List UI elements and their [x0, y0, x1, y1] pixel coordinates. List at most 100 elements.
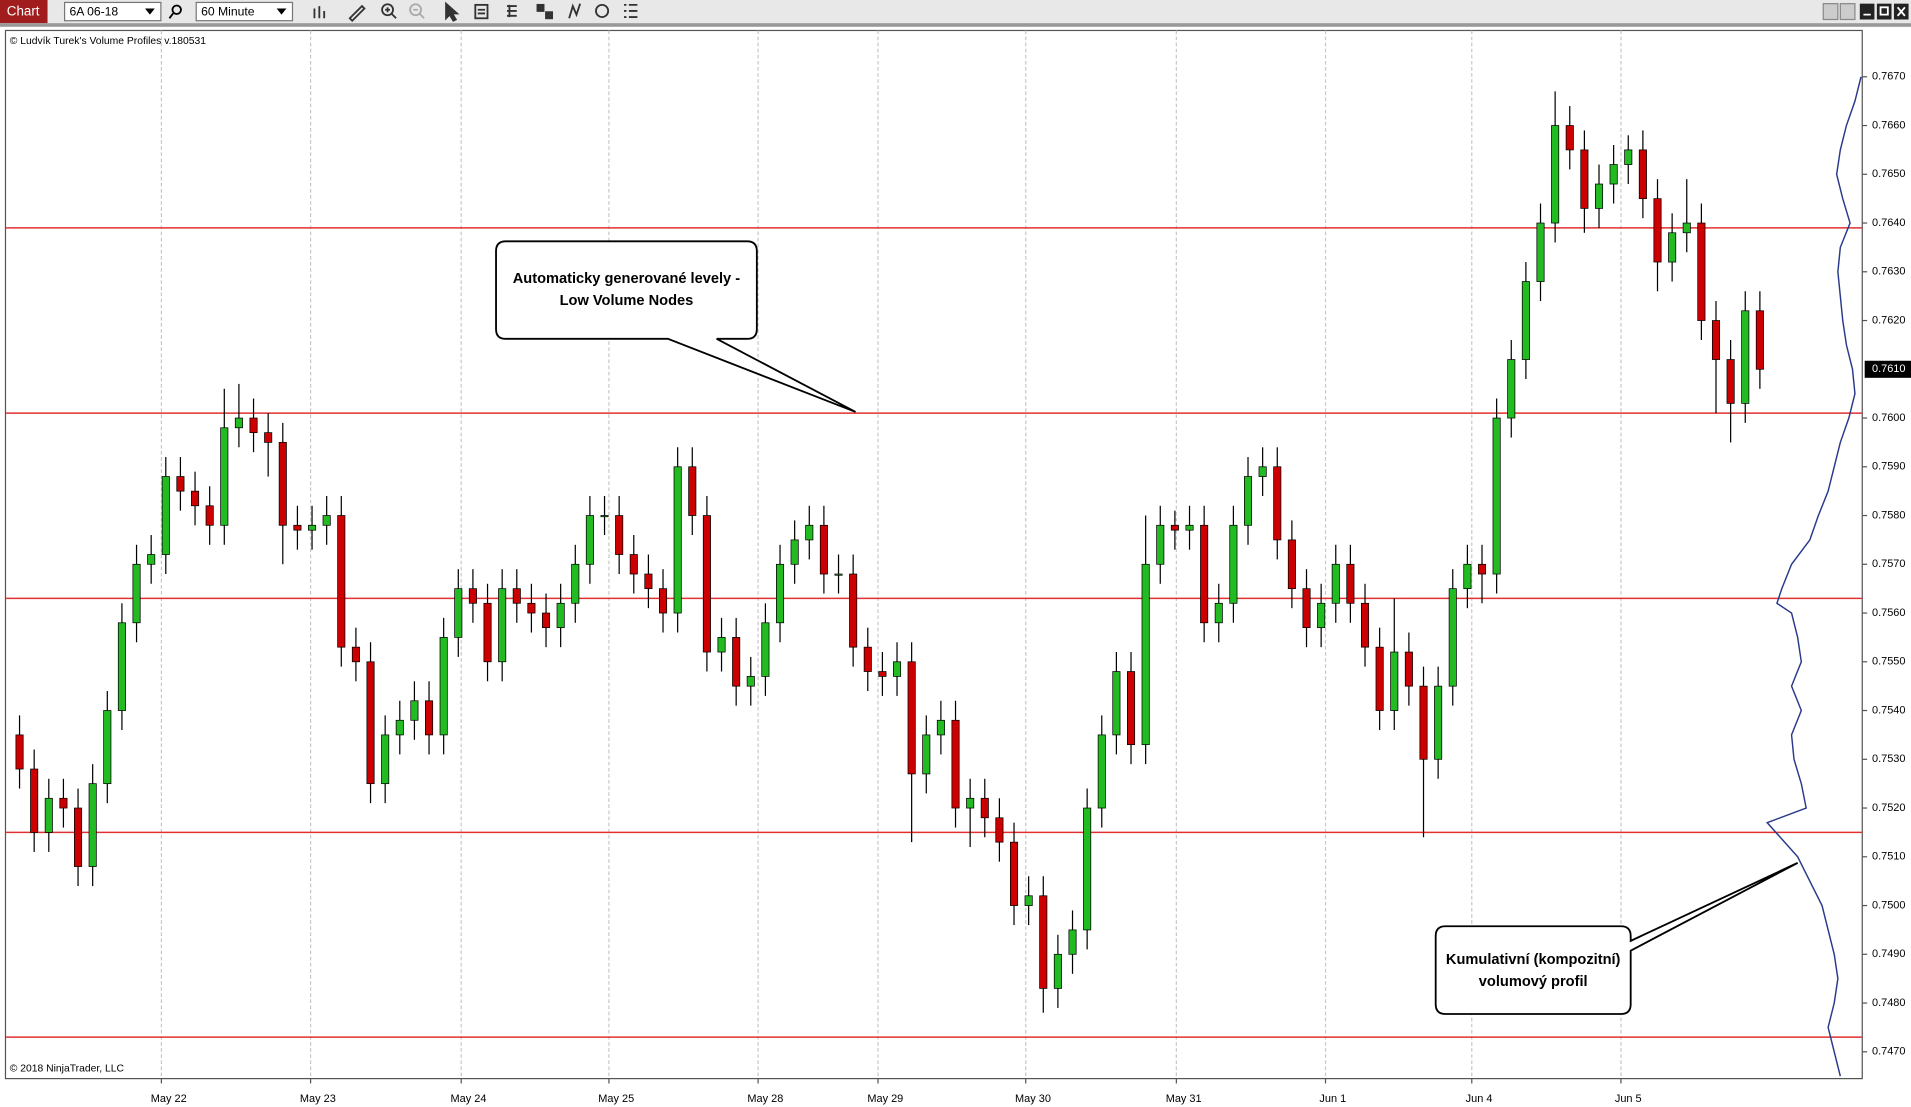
y-tick-label: 0.7480 [1872, 997, 1906, 1009]
candle-body [1360, 602, 1370, 648]
candle-body [951, 719, 960, 809]
callout-text: Kumulativní (kompozitní) [1446, 952, 1621, 968]
candle-body [1609, 164, 1618, 185]
last-price-tag [1864, 360, 1911, 378]
candle-body [995, 817, 1004, 843]
candle-body [1404, 651, 1413, 687]
candle-body [688, 466, 697, 516]
candle-body [644, 573, 653, 590]
chart-title: © Ludvík Turek's Volume Profiles v.18053… [10, 36, 207, 47]
candle-body [1711, 320, 1721, 360]
chart-button-label[interactable]: Chart [7, 4, 40, 19]
candle-body [1594, 183, 1604, 209]
candle-body [410, 700, 419, 721]
y-tick-label: 0.7540 [1872, 704, 1906, 716]
candle-body [1653, 198, 1662, 263]
x-tick-label: May 30 [1015, 1093, 1051, 1105]
chart-footer: © 2018 NinjaTrader, LLC [10, 1064, 125, 1075]
y-tick-label: 0.7620 [1872, 314, 1906, 326]
candle-body [454, 588, 463, 638]
candle-body [1477, 563, 1487, 575]
candle-body [1229, 524, 1238, 604]
candle-body [1010, 841, 1019, 906]
candle-body [527, 602, 536, 614]
candle-body [893, 661, 902, 677]
candle-body [1317, 602, 1326, 629]
candle-body [293, 524, 302, 531]
candle-body [878, 671, 887, 677]
candle-body [936, 719, 945, 736]
y-tick-label: 0.7490 [1872, 948, 1906, 960]
candle-body [191, 490, 200, 507]
candle-body [176, 476, 185, 492]
candle-body [88, 783, 97, 867]
candle-body [132, 563, 141, 624]
candle-body [249, 417, 258, 434]
candle-body [1287, 539, 1296, 590]
candle-body [337, 515, 346, 648]
candle-body [1170, 524, 1179, 531]
candle-body [1346, 563, 1355, 604]
candle-body [44, 797, 53, 833]
x-tick-label: Jun 4 [1466, 1093, 1493, 1105]
candle-body [1638, 149, 1647, 200]
candle-body [1258, 466, 1267, 477]
x-tick-label: May 29 [867, 1093, 903, 1105]
candle-body [1024, 895, 1033, 906]
candle-body [1053, 953, 1062, 989]
candle-body [1551, 125, 1560, 224]
interval-label[interactable]: 60 Minute [201, 4, 255, 18]
candle-body [907, 661, 916, 775]
toolbar-icons[interactable] [313, 1, 638, 23]
x-tick-label: May 24 [451, 1093, 487, 1105]
candle-body [147, 554, 156, 565]
callout-box [495, 240, 856, 413]
candle-body [395, 719, 404, 736]
candle-body [308, 524, 317, 531]
candle-body [849, 573, 858, 648]
candle-body [1507, 359, 1516, 419]
candle-body [732, 637, 741, 687]
x-tick-label: May 22 [151, 1093, 187, 1105]
instrument-select[interactable] [63, 1, 162, 22]
candle-body [103, 710, 112, 785]
y-tick-label: 0.7550 [1872, 656, 1906, 668]
y-tick-label: 0.7530 [1872, 753, 1906, 765]
candle-body [1463, 563, 1472, 590]
candle-body [717, 637, 726, 653]
candle-body [1097, 734, 1106, 809]
candle-body [366, 661, 375, 785]
candle-body [161, 476, 170, 555]
candle-body [1068, 929, 1077, 955]
search-icon-handle [168, 12, 174, 19]
candle-body [805, 524, 814, 541]
x-tick-label: May 23 [300, 1093, 336, 1105]
candle-body [1390, 651, 1399, 711]
y-tick-label: 0.7630 [1872, 266, 1906, 278]
window-buttons[interactable] [1822, 3, 1909, 21]
candle-body [1448, 588, 1457, 687]
y-tick-label: 0.7510 [1872, 851, 1906, 863]
candle-body [776, 563, 785, 624]
interval-select[interactable] [195, 1, 294, 22]
callout-box [1434, 862, 1799, 1015]
candle-body [1214, 602, 1223, 624]
candles-layer [15, 91, 1764, 1013]
chart-button[interactable] [0, 0, 48, 24]
candle-body [1185, 524, 1194, 531]
instrument-label[interactable]: 6A 06-18 [69, 4, 118, 18]
candle-body [1624, 149, 1633, 165]
candle-body [483, 602, 492, 663]
candle-body [1039, 895, 1048, 989]
candle-body [659, 588, 668, 614]
candle-body [1375, 646, 1384, 711]
candle-body [542, 612, 551, 629]
search-icon[interactable] [171, 4, 182, 15]
candle-body [834, 573, 843, 576]
y-tick-label: 0.7580 [1872, 509, 1906, 521]
toolbar-border [0, 23, 1911, 27]
candle-body [1112, 671, 1121, 736]
candle-body [15, 734, 24, 770]
callout-text: Low Volume Nodes [560, 293, 694, 309]
